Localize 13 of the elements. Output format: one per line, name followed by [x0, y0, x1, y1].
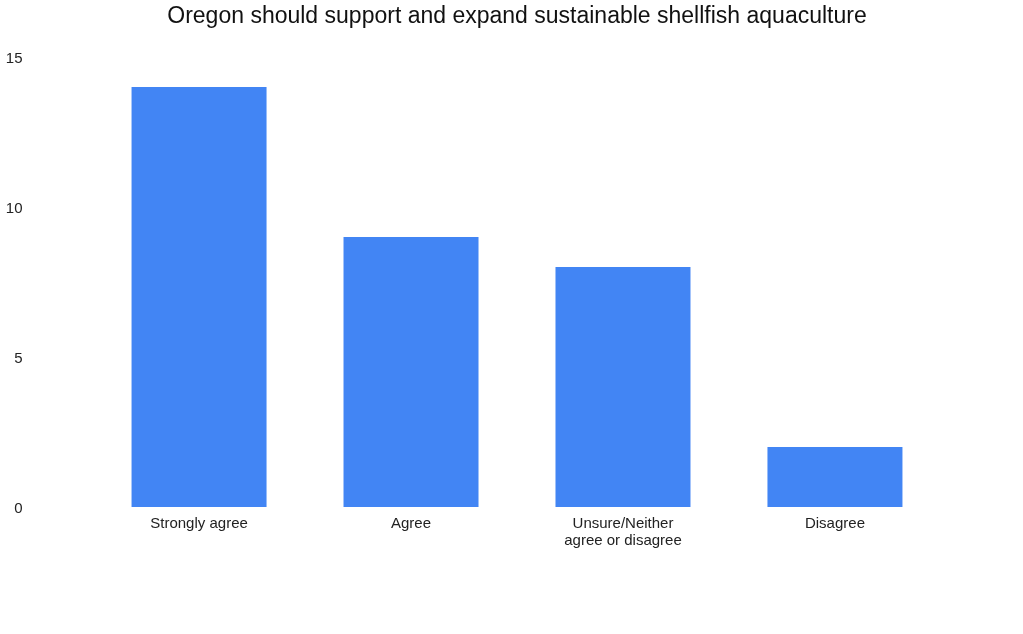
- x-tick-label: Disagree: [804, 513, 865, 531]
- x-tick-label: Strongly agree: [150, 513, 248, 531]
- bar: [767, 447, 903, 507]
- x-tick-label: Unsure/Neither agree or disagree: [564, 513, 682, 548]
- bar: [131, 87, 267, 507]
- y-tick-label: 10: [5, 198, 23, 216]
- bar: [555, 267, 691, 507]
- y-tick-label: 15: [5, 48, 23, 66]
- x-tick-label: Agree: [391, 513, 432, 531]
- y-tick-label: 0: [14, 498, 23, 516]
- bar: [343, 237, 479, 507]
- y-tick-label: 5: [14, 348, 23, 366]
- chart-title: Oregon should support and expand sustainable shellfish aquaculture: [167, 2, 867, 28]
